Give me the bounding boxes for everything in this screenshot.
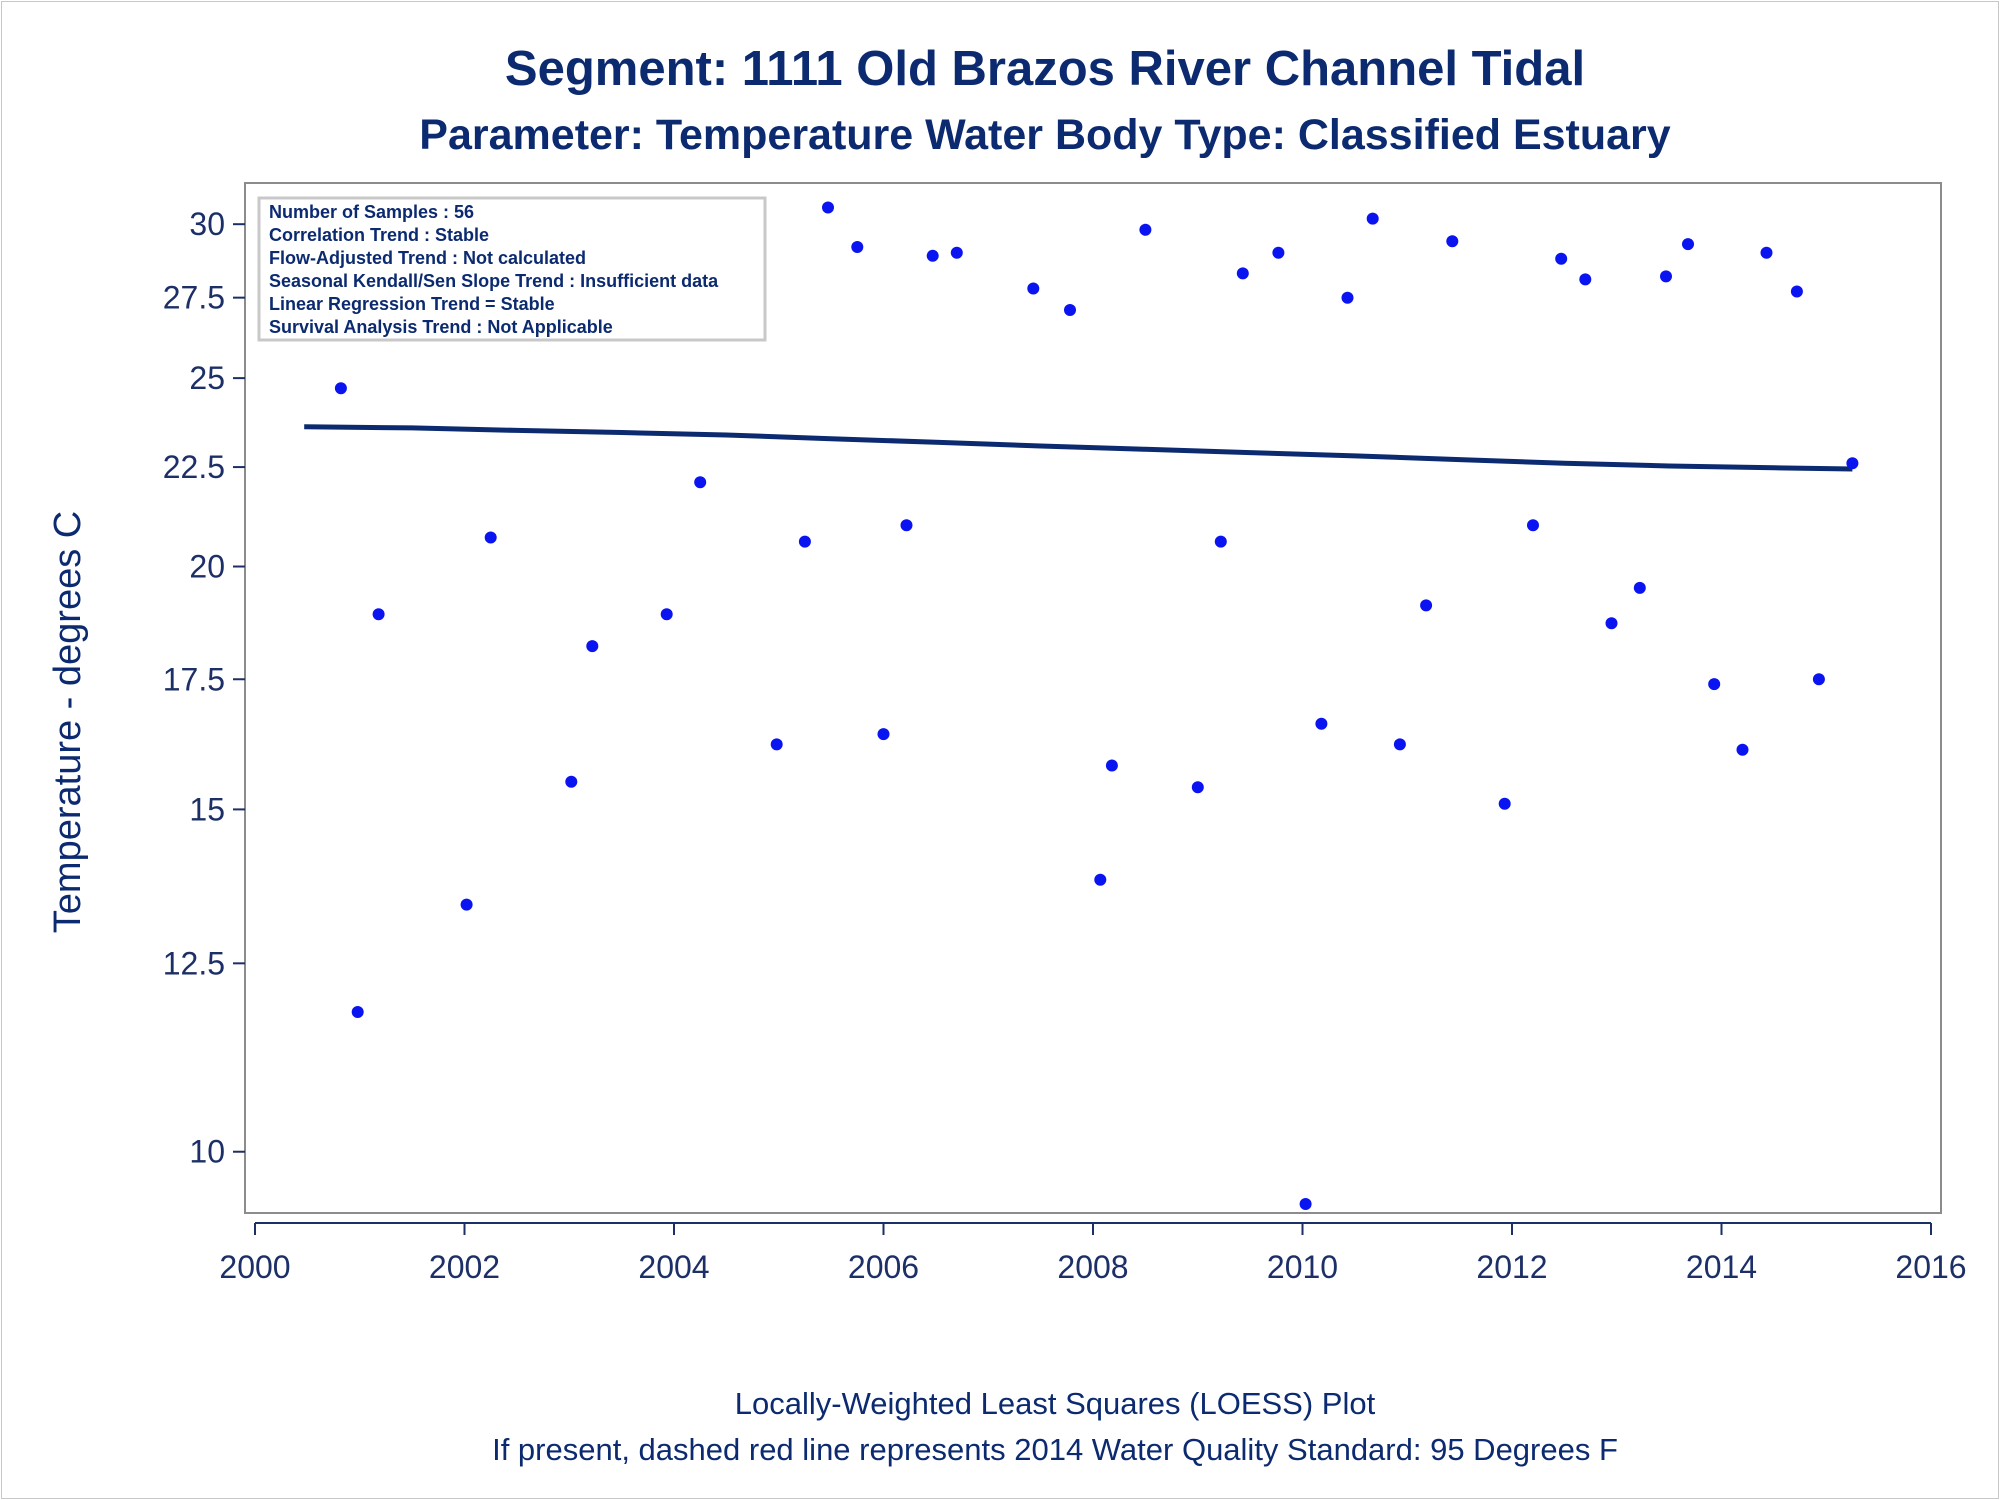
x-tick-label: 2006 [848,1249,919,1285]
x-tick-label: 2014 [1686,1249,1757,1285]
data-point [1579,273,1592,286]
data-point [877,728,890,741]
data-point [950,246,963,259]
data-point [351,1006,364,1018]
data-point [1446,235,1459,248]
stats-line-linear-regression: Linear Regression Trend = Stable [269,294,555,314]
data-point [565,775,578,788]
y-axis-label: Temperature - degrees C [47,511,89,933]
y-tick-label: 25 [189,360,225,396]
plot-area [244,182,1942,1214]
footnote-loess: Locally-Weighted Least Squares (LOESS) P… [735,1386,1376,1421]
footnote-standard: If present, dashed red line represents 2… [492,1432,1618,1467]
stats-line-samples: Number of Samples : 56 [269,202,474,222]
data-point [694,476,707,489]
stats-line-seasonal-kendall: Seasonal Kendall/Sen Slope Trend : Insuf… [269,271,719,291]
data-point [1498,797,1511,810]
chart-subtitle: Parameter: Temperature Water Body Type: … [419,111,1670,159]
y-tick-label: 12.5 [163,945,225,981]
data-point [1105,759,1118,772]
y-tick-label: 27.5 [163,280,225,316]
x-tick-label: 2016 [1895,1249,1966,1285]
data-point [1660,270,1672,283]
data-point [660,608,673,621]
data-point [372,608,385,621]
stats-box: Number of Samples : 56 Correlation Trend… [257,196,767,342]
data-point [484,531,497,544]
data-point [460,898,473,911]
data-point [1633,581,1646,594]
data-point [1527,519,1539,532]
y-tick-label: 22.5 [163,449,225,485]
data-point [1682,238,1694,251]
data-point [770,738,783,751]
data-point [1341,291,1354,304]
data-point [1315,717,1328,730]
data-point [822,201,834,214]
data-point [851,241,864,253]
data-point [1812,673,1825,686]
data-point [586,640,599,653]
y-tick-label: 20 [189,549,225,585]
y-tick-label: 30 [189,206,225,242]
stats-line-flow-adjusted: Flow-Adjusted Trend : Not calculated [269,248,586,268]
y-tick-label: 10 [189,1134,225,1170]
data-point [1736,743,1749,756]
data-point [1094,873,1107,886]
x-tick-label: 2012 [1476,1249,1547,1285]
data-point [1272,246,1285,259]
data-point [1393,738,1406,751]
data-point [1420,599,1433,612]
data-point [1139,223,1152,236]
data-point [1760,246,1773,259]
loess-trend-line [304,424,1853,472]
data-point [1191,781,1204,794]
data-point [1366,212,1379,225]
data-point [798,535,811,548]
data-point [900,519,913,532]
x-tick-label: 2002 [429,1249,500,1285]
data-point [1299,1198,1312,1210]
data-point [1214,535,1227,548]
data-point [1027,282,1040,295]
data-point [1064,304,1076,316]
chart-title: Segment: 1111 Old Brazos River Channel T… [505,42,1585,96]
data-point [1846,457,1859,470]
y-tick-label: 17.5 [163,661,225,697]
x-tick-label: 2004 [638,1249,709,1285]
y-axis: 10 12.5 15 17.5 20 22.5 25 27.5 30 [163,206,245,1170]
stats-line-correlation: Correlation Trend : Stable [269,225,489,245]
data-point [926,249,939,262]
stats-line-survival: Survival Analysis Trend : Not Applicable [269,317,613,337]
data-point [1555,252,1568,265]
x-tick-label: 2000 [219,1249,290,1285]
y-tick-label: 15 [189,791,225,827]
x-tick-label: 2010 [1267,1249,1338,1285]
data-point [1790,285,1803,298]
data-point [1708,678,1721,691]
x-tick-label: 2008 [1057,1249,1128,1285]
x-axis: 2000 2002 2004 2006 2008 2010 2012 2014 2016 [219,1222,1967,1285]
data-point [334,382,347,395]
stats-box-border [257,196,767,342]
data-point [1236,267,1249,280]
data-point [1605,617,1618,630]
